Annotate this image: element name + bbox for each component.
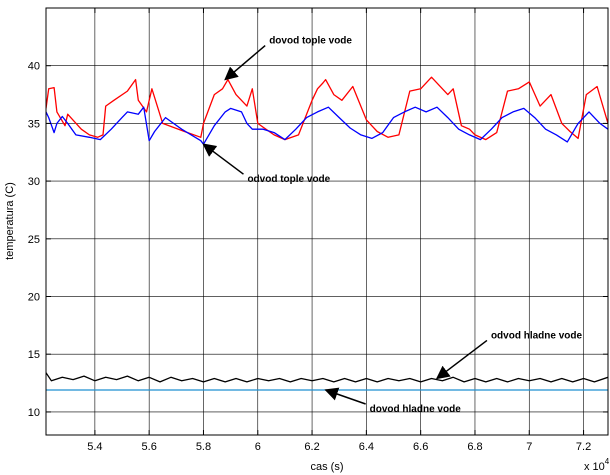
y-tick-label: 25 bbox=[28, 234, 40, 246]
annotation-arrow bbox=[435, 339, 488, 380]
x-tick-label: 7 bbox=[526, 441, 532, 453]
grid bbox=[46, 8, 608, 435]
annotation-label: dovod hladne vode bbox=[370, 404, 462, 415]
y-tick-label: 30 bbox=[28, 176, 40, 188]
x-exponent-label: x 104 bbox=[584, 457, 610, 473]
annotations: dovod tople vode odvod tople vode odvod hl… bbox=[202, 36, 583, 415]
x-axis-label: cas (s) bbox=[311, 461, 344, 473]
series-group bbox=[46, 76, 608, 391]
x-tick-label: 6.4 bbox=[359, 441, 374, 453]
annotation-arrow bbox=[202, 143, 244, 175]
annotation-arrow bbox=[324, 387, 366, 405]
x-tick-label: 5.6 bbox=[142, 441, 157, 453]
x-exponent-power: 4 bbox=[605, 457, 610, 466]
y-tick-label: 40 bbox=[28, 61, 40, 73]
annotation-label: odvod tople vode bbox=[247, 174, 330, 185]
plot-frame bbox=[45, 7, 609, 436]
x-tick-label: 5.4 bbox=[87, 441, 102, 453]
axis-ticks: 5.4 5.6 5.8 6 6.2 6.4 6.6 6.8 7 7.2 10 15 20 25 30 35 40 bbox=[28, 8, 608, 453]
x-tick-label: 6.2 bbox=[304, 441, 319, 453]
series-line-2 bbox=[46, 106, 608, 145]
series-line-1 bbox=[46, 76, 608, 141]
annotation-label: dovod tople vode bbox=[269, 36, 352, 47]
x-tick-label: 5.8 bbox=[196, 441, 211, 453]
x-tick-label: 6 bbox=[255, 441, 261, 453]
x-tick-label: 7.2 bbox=[576, 441, 591, 453]
x-exponent-base: x 10 bbox=[584, 461, 605, 473]
y-tick-label: 15 bbox=[28, 349, 40, 361]
x-tick-label: 6.8 bbox=[467, 441, 482, 453]
annotation-label: odvod hladne vode bbox=[491, 330, 583, 341]
x-tick-label: 6.6 bbox=[413, 441, 428, 453]
y-tick-label: 20 bbox=[28, 292, 40, 304]
annotation-arrow bbox=[224, 44, 266, 81]
series-line-3 bbox=[46, 372, 608, 383]
y-tick-label: 10 bbox=[28, 407, 40, 419]
y-tick-label: 35 bbox=[28, 118, 40, 130]
y-axis-label: temperatura (C) bbox=[4, 182, 16, 260]
